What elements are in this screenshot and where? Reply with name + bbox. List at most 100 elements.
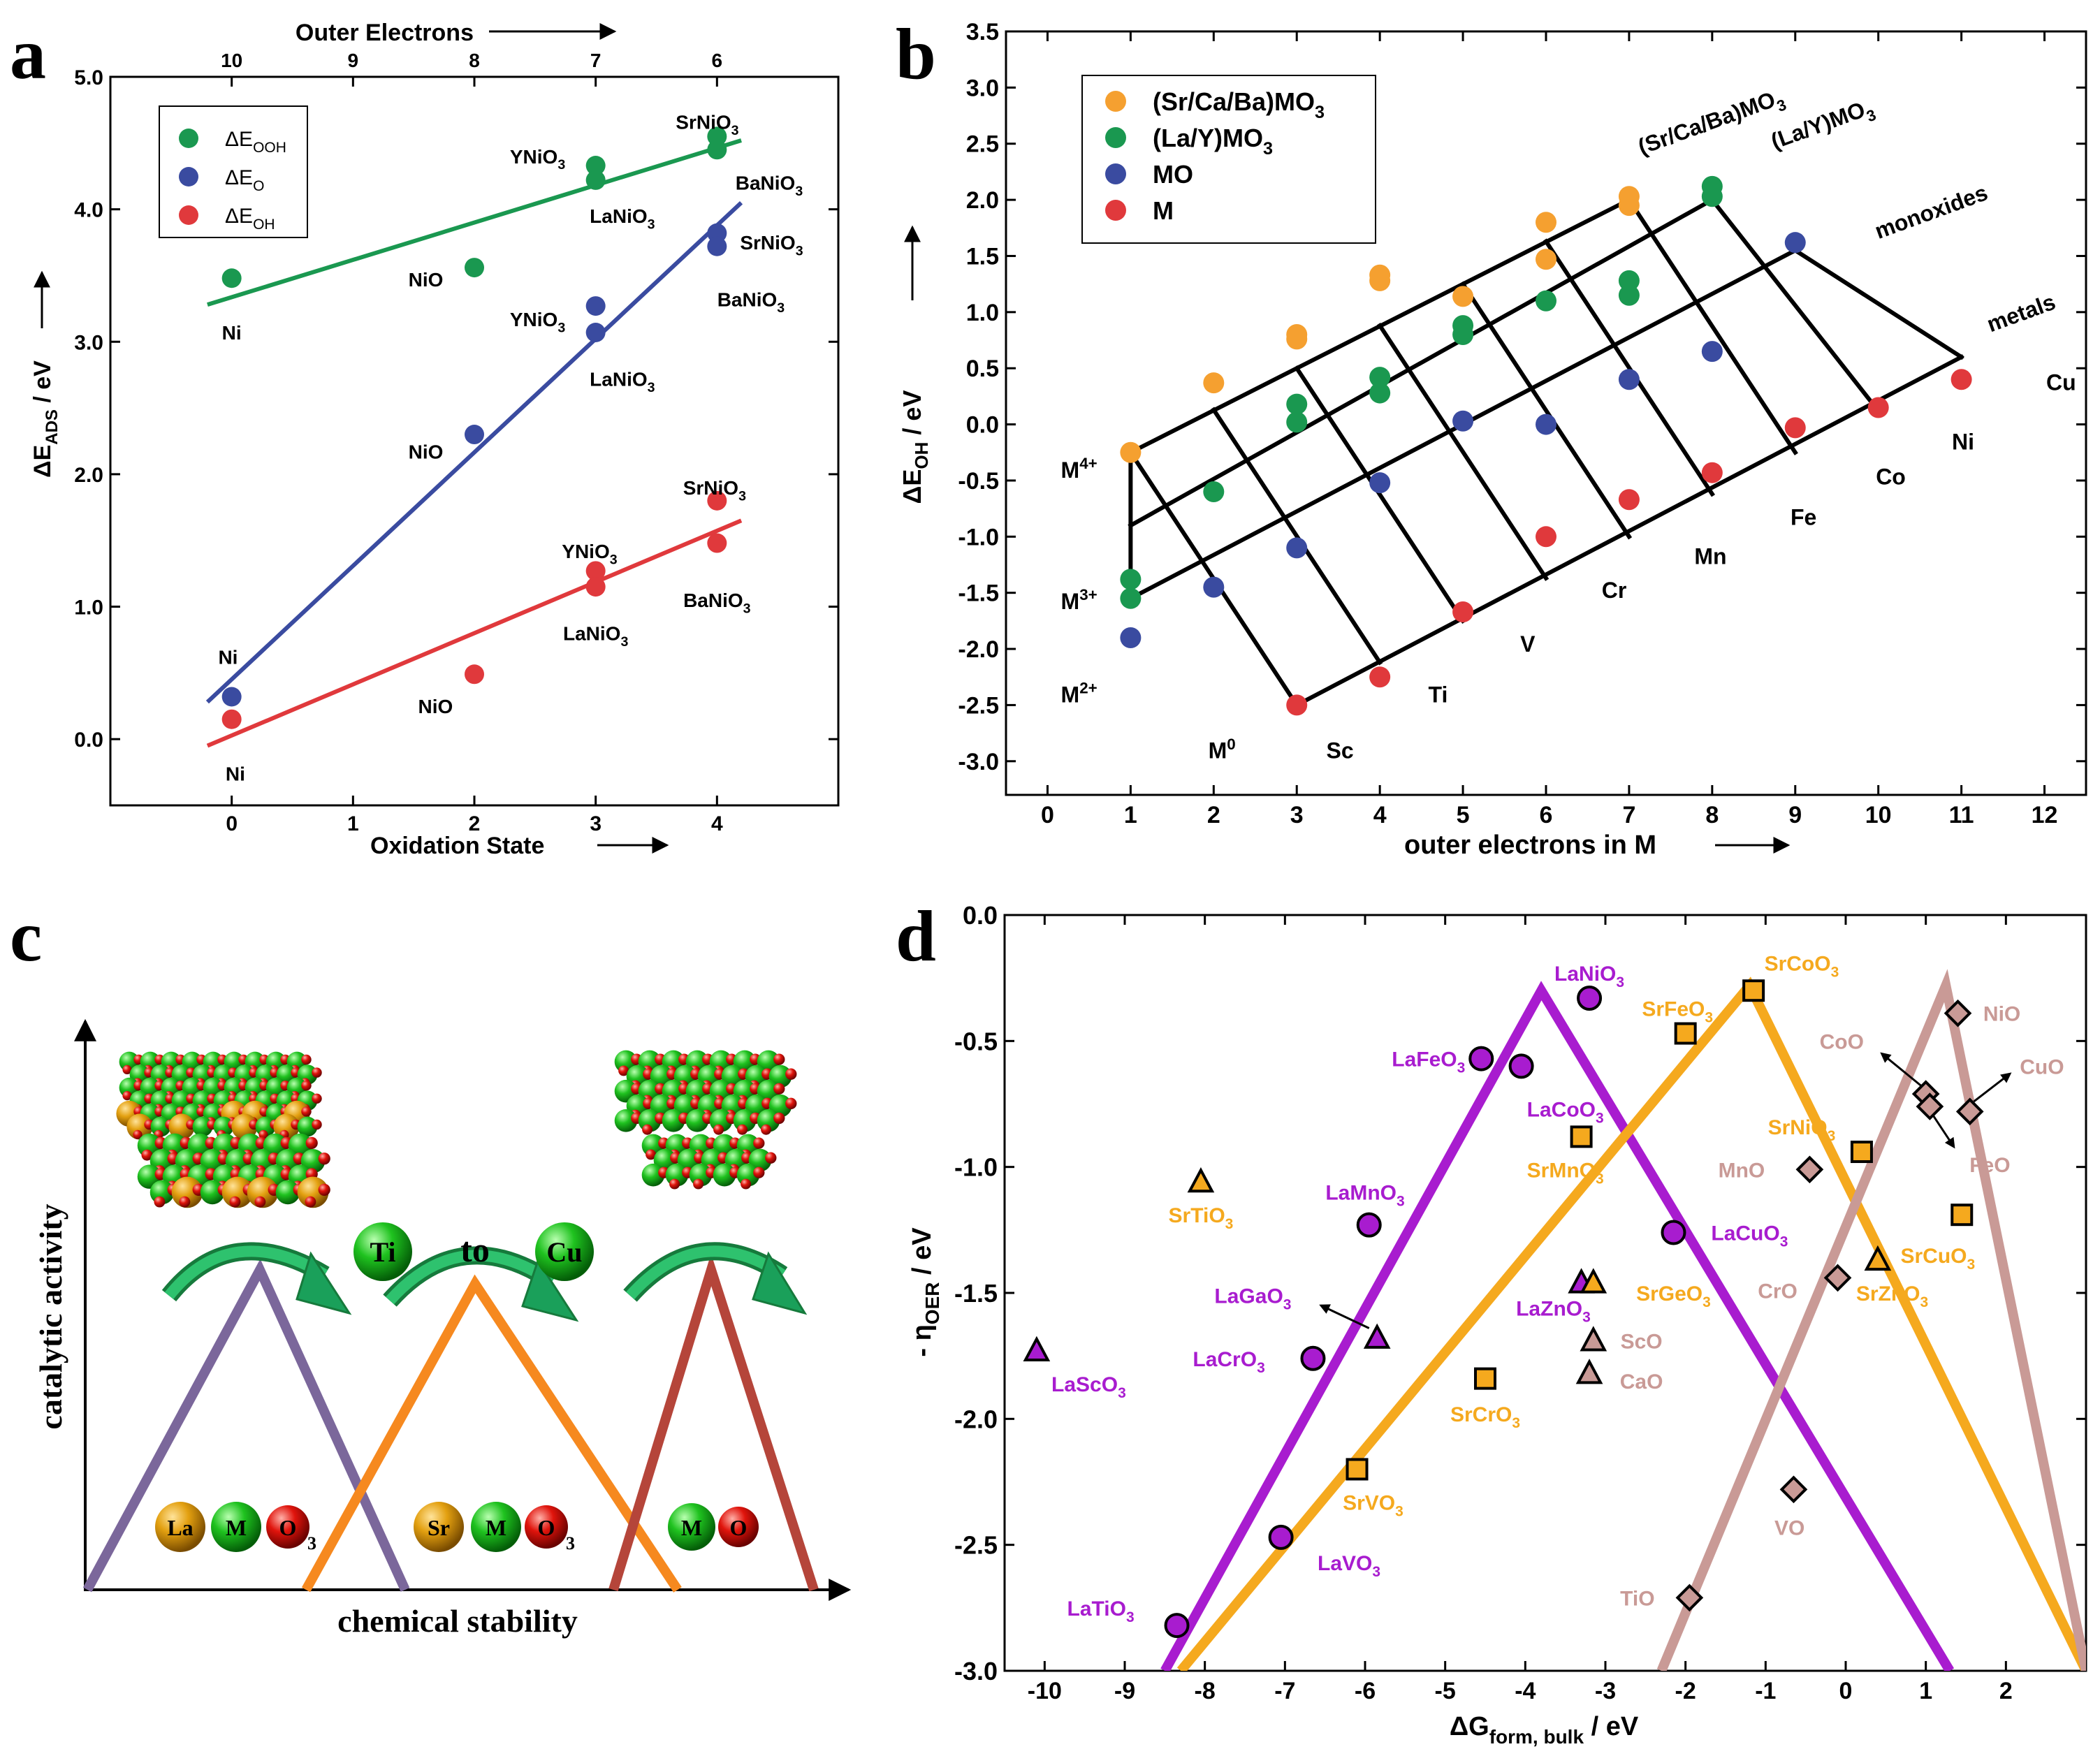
atom-sphere [275, 1180, 300, 1205]
x-tick-label: 2 [469, 812, 481, 835]
top-tick-label: 7 [590, 50, 601, 71]
panel-b-points [1120, 175, 1972, 716]
point-label: Ni [226, 763, 245, 784]
oxygen-sphere [312, 1067, 322, 1078]
diamond-marker [1944, 999, 1972, 1027]
panel-letter-b: b [896, 14, 936, 94]
top-tick-label: 8 [469, 50, 480, 71]
data-point [1452, 410, 1474, 432]
oxygen-sphere [312, 1093, 322, 1104]
point-label: CuO [2020, 1055, 2064, 1078]
grid-line [1792, 247, 1964, 360]
grid-line [1128, 197, 1715, 529]
legend-marker [1105, 127, 1126, 148]
data-point [1369, 270, 1391, 291]
panel-letter-a: a [10, 14, 46, 94]
grid-label: M3+ [1061, 586, 1098, 614]
y-tick-label: 0.5 [966, 356, 999, 382]
legend-label: (La/Y)MO3 [1153, 124, 1273, 159]
formula-mo: M O [668, 1503, 759, 1551]
grid-line [1543, 238, 1716, 497]
legend-label: ΔEO [225, 166, 264, 194]
oxygen-sphere [254, 1196, 266, 1208]
legend-label: MO [1153, 160, 1193, 189]
x-tick-label: -4 [1515, 1678, 1536, 1704]
data-point [1536, 212, 1556, 233]
grid-line [1459, 281, 1633, 540]
m-atom-label: M [226, 1515, 247, 1540]
legend-marker [179, 129, 198, 148]
circle-marker [1300, 1345, 1326, 1371]
point-label: LaCoO3 [1527, 1099, 1604, 1127]
oxygen-sphere [122, 1065, 132, 1074]
point-label: SrTiO3 [1169, 1204, 1234, 1232]
oxygen-sphere [693, 1178, 704, 1190]
legend-marker [1105, 91, 1126, 112]
data-point [1286, 328, 1308, 350]
data-point [585, 296, 606, 316]
data-point [585, 156, 606, 176]
y-tick-label: -2.5 [954, 1531, 998, 1560]
panel-letter-d: d [896, 896, 936, 976]
circle-marker [1577, 986, 1603, 1011]
x-tick-label: 3 [590, 812, 601, 835]
x-tick-label: -9 [1114, 1678, 1135, 1704]
sr-atom [414, 1502, 464, 1552]
data-point [1618, 369, 1640, 390]
grid-label: Ni [1952, 430, 1974, 455]
top-axis-ticks: 10 9 8 7 6 [221, 50, 722, 87]
grid-label: M2+ [1061, 680, 1098, 708]
data-point [221, 687, 242, 707]
grid-label: M4+ [1061, 455, 1098, 483]
oxygen-sphere [737, 1124, 748, 1135]
x-tick-label: 2 [1207, 802, 1220, 828]
square-marker [1674, 1022, 1697, 1045]
x-tick-label: -8 [1195, 1678, 1216, 1704]
data-point [585, 577, 606, 597]
data-point [707, 490, 727, 511]
x-tick-label: 0 [1839, 1678, 1853, 1704]
grid-label: Ti [1428, 682, 1448, 707]
x-tick-label: 4 [1373, 802, 1387, 828]
y-tick-label: -2.0 [958, 636, 999, 663]
point-label: NiO [418, 696, 453, 717]
data-point [1618, 489, 1640, 511]
panel-c: c catalytic activity chemical stability … [10, 896, 852, 1639]
fit-line [206, 518, 743, 748]
x-tick-label: 7 [1622, 802, 1635, 828]
y-tick-label: 2.0 [74, 464, 103, 487]
y-tick-label: 1.5 [966, 243, 999, 270]
panel-b-legend-box [1081, 75, 1376, 244]
atom-sphere [192, 1116, 213, 1137]
la-atom-label: La [167, 1515, 193, 1540]
triangle-marker [1023, 1336, 1051, 1361]
formula-lamo3: La M O 3 [155, 1502, 316, 1553]
oxygen-sphere [179, 1196, 191, 1208]
grid-line [1294, 354, 1964, 708]
sr-perovskite-volcano [301, 1274, 682, 1593]
oxygen-sphere [133, 1129, 143, 1139]
legend-label: (Sr/Ca/Ba)MO3 [1153, 87, 1325, 122]
panel-b-y-label: ΔEOH / eV [898, 390, 932, 504]
curved-arrow-1 [161, 1242, 352, 1315]
m-atom [668, 1503, 715, 1551]
atom-sphere [614, 1109, 638, 1132]
circle-marker [1356, 1212, 1382, 1238]
data-point [1286, 694, 1308, 716]
point-label: CaO [1620, 1370, 1663, 1393]
point-label: YNiO3 [510, 146, 565, 173]
rotated-label: (Sr/Ca/Ba)MO3 [1635, 84, 1788, 165]
point-label: SrGeO3 [1636, 1282, 1711, 1310]
x-tick-label: 9 [1788, 802, 1802, 828]
point-label: LaNiO3 [563, 622, 628, 649]
o-subscript: 3 [307, 1533, 316, 1553]
x-tick-label: 1 [1124, 802, 1137, 828]
point-label: LaZnO3 [1516, 1298, 1591, 1326]
grid-label: Sc [1327, 738, 1354, 763]
circle-marker [1268, 1524, 1294, 1550]
point-label: BaNiO3 [717, 289, 785, 316]
panel-letter-c: c [10, 896, 42, 976]
panel-a-y-label-group: ΔEADS / eV [29, 360, 61, 478]
y-tick-label: 1.0 [966, 300, 999, 326]
